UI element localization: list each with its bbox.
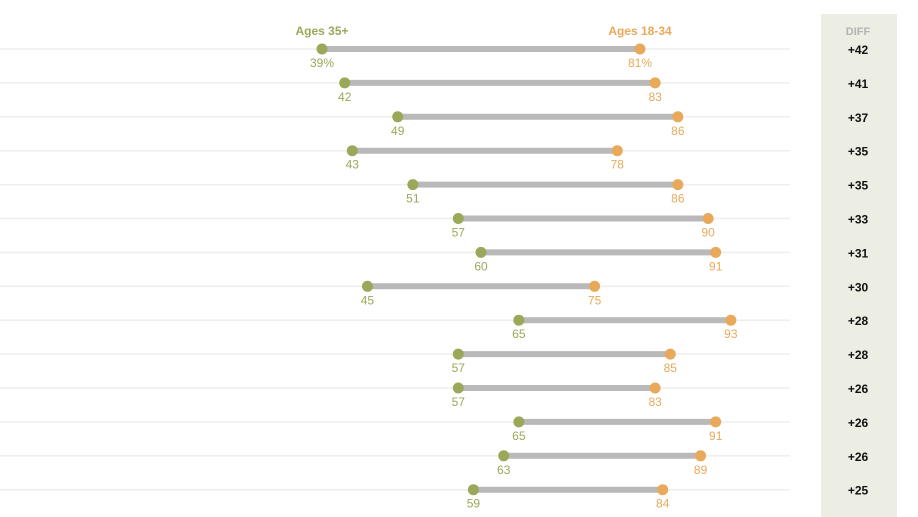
older-point <box>407 179 419 191</box>
younger-value-label: 81% <box>628 56 652 70</box>
diff-value: +31 <box>848 246 869 260</box>
younger-point <box>695 450 707 462</box>
older-point <box>498 450 510 462</box>
younger-point <box>710 246 722 258</box>
younger-point <box>611 145 623 157</box>
legend-label-ages-18-34: Ages 18-34 <box>608 24 672 38</box>
diff-value: +25 <box>848 484 869 498</box>
diff-value: +26 <box>848 416 869 430</box>
younger-point <box>725 314 737 326</box>
older-value-label: 45 <box>361 293 375 307</box>
older-point <box>316 43 328 55</box>
older-value-label: 43 <box>346 158 360 172</box>
younger-value-label: 85 <box>664 361 678 375</box>
older-value-label: 42 <box>338 90 352 104</box>
diff-value: +28 <box>848 314 869 328</box>
younger-value-label: 89 <box>694 463 708 477</box>
younger-point <box>672 111 684 123</box>
older-value-label: 57 <box>452 226 466 240</box>
diff-value: +33 <box>848 213 869 227</box>
younger-value-label: 86 <box>671 192 685 206</box>
older-point <box>467 484 479 496</box>
older-value-label: 51 <box>406 192 420 206</box>
older-point <box>452 348 464 360</box>
younger-value-label: 91 <box>709 259 723 273</box>
younger-point <box>649 77 661 89</box>
older-value-label: 59 <box>467 497 481 511</box>
older-value-label: 57 <box>452 361 466 375</box>
younger-value-label: 75 <box>588 293 602 307</box>
younger-point <box>710 416 722 428</box>
younger-value-label: 91 <box>709 429 723 443</box>
older-value-label: 63 <box>497 463 511 477</box>
younger-value-label: 83 <box>648 395 662 409</box>
diff-value: +30 <box>848 280 869 294</box>
younger-point <box>672 179 684 191</box>
younger-value-label: 78 <box>611 158 625 172</box>
diff-column-panel <box>821 14 897 517</box>
older-value-label: 65 <box>512 429 526 443</box>
older-point <box>452 382 464 394</box>
younger-value-label: 83 <box>648 90 662 104</box>
older-value-label: 57 <box>452 395 466 409</box>
diff-value: +42 <box>848 43 869 57</box>
younger-point <box>664 348 676 360</box>
legend-label-ages-35-plus: Ages 35+ <box>295 24 348 38</box>
older-point <box>392 111 404 123</box>
younger-point <box>589 280 601 292</box>
diff-value: +26 <box>848 382 869 396</box>
older-point <box>513 314 525 326</box>
younger-value-label: 86 <box>671 124 685 138</box>
older-point <box>475 246 487 258</box>
diff-value: +28 <box>848 348 869 362</box>
diff-value: +26 <box>848 450 869 464</box>
older-value-label: 39% <box>310 56 334 70</box>
younger-value-label: 84 <box>656 497 670 511</box>
diff-header: DIFF <box>846 26 871 38</box>
older-value-label: 60 <box>474 259 488 273</box>
older-point <box>339 77 351 89</box>
diff-value: +37 <box>848 111 869 125</box>
older-point <box>513 416 525 428</box>
diff-value: +35 <box>848 145 869 159</box>
older-point <box>361 280 373 292</box>
diff-value: +35 <box>848 179 869 193</box>
younger-point <box>702 213 714 224</box>
older-point <box>452 213 464 224</box>
younger-point <box>649 382 661 394</box>
diff-value: +41 <box>848 77 869 91</box>
older-value-label: 49 <box>391 124 405 138</box>
younger-point <box>634 43 646 55</box>
older-value-label: 65 <box>512 327 526 341</box>
younger-value-label: 90 <box>701 226 715 240</box>
older-point <box>346 145 358 157</box>
younger-value-label: 93 <box>724 327 738 341</box>
younger-point <box>657 484 669 496</box>
